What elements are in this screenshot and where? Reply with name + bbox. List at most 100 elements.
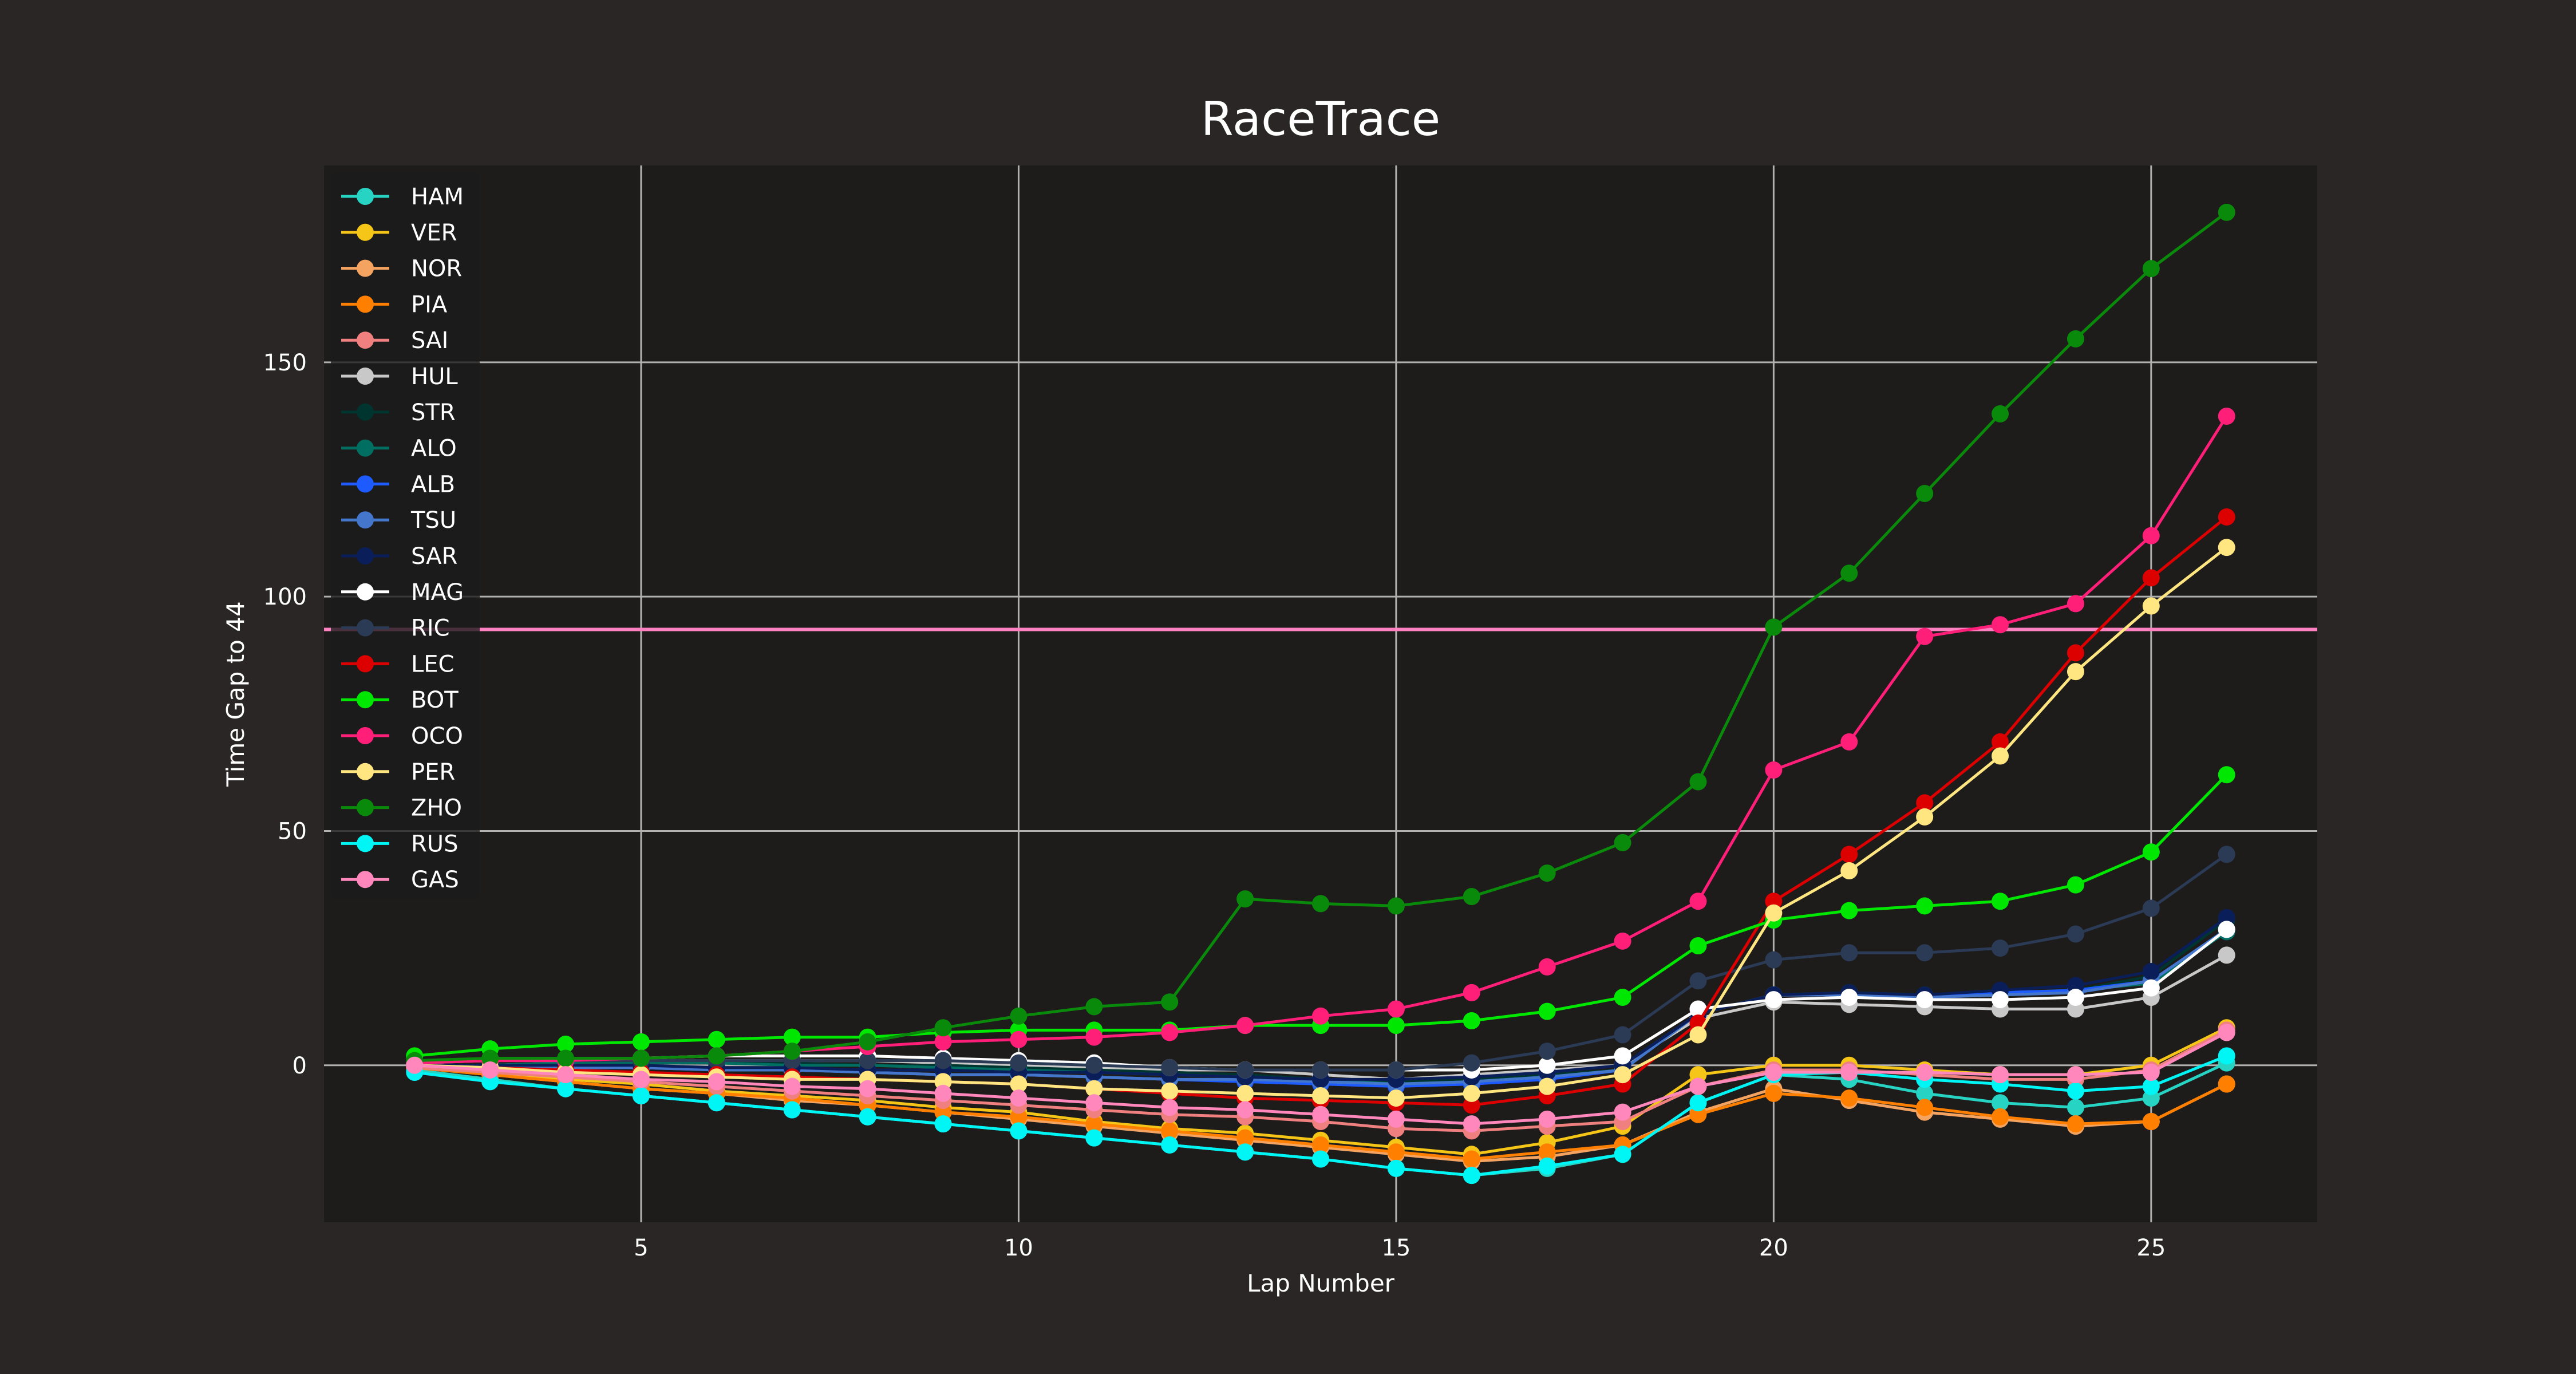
data-point-rus	[1236, 1143, 1254, 1161]
data-point-rus	[1161, 1136, 1179, 1154]
data-point-gas	[2218, 1024, 2235, 1041]
data-point-pia	[2067, 1115, 2084, 1133]
data-point-lec	[2142, 569, 2160, 587]
data-point-mag	[1840, 989, 1858, 1006]
data-point-gas	[783, 1077, 801, 1095]
data-point-per	[2067, 663, 2084, 681]
data-point-ric	[934, 1052, 952, 1069]
data-point-oco	[1010, 1030, 1028, 1048]
data-point-per	[1689, 1026, 1707, 1044]
data-point-zho	[1387, 897, 1405, 915]
data-point-oco	[1765, 761, 1783, 779]
legend-item-alo: ALO	[341, 436, 457, 462]
x-tick-label: 20	[1759, 1235, 1788, 1261]
data-point-ric	[1689, 972, 1707, 990]
data-point-rus	[2067, 1082, 2084, 1100]
legend-item-alb: ALB	[341, 471, 455, 498]
y-tick-label: 100	[263, 584, 307, 610]
data-point-rus	[708, 1094, 725, 1112]
legend-label: STR	[411, 400, 456, 426]
data-point-hul	[2218, 946, 2235, 964]
data-point-rus	[1538, 1157, 1556, 1175]
y-tick-label: 150	[263, 350, 307, 376]
data-point-gas	[557, 1066, 575, 1084]
data-point-gas	[859, 1080, 876, 1097]
data-point-mag	[1614, 1047, 1631, 1065]
data-point-per	[1085, 1080, 1103, 1097]
legend-marker	[357, 295, 374, 313]
legend-item-str: STR	[341, 400, 456, 426]
y-tick-label: 0	[293, 1053, 307, 1079]
data-point-oco	[1463, 984, 1480, 1001]
series-gas	[406, 1024, 2235, 1133]
legend-marker	[357, 799, 374, 816]
data-point-zho	[1992, 405, 2009, 423]
legend-label: PER	[411, 759, 455, 785]
data-point-zho	[859, 1033, 876, 1051]
data-point-ric	[859, 1052, 876, 1069]
data-point-rus	[1614, 1146, 1631, 1163]
data-point-gas	[1312, 1105, 1329, 1123]
data-point-per	[1840, 862, 1858, 880]
legend-item-lec: LEC	[341, 651, 455, 677]
legend-marker	[357, 763, 374, 780]
legend-marker	[357, 439, 374, 457]
data-point-rus	[632, 1087, 650, 1104]
data-point-zho	[2218, 203, 2235, 221]
x-tick-label: 25	[2136, 1235, 2166, 1261]
legend-marker	[357, 619, 374, 637]
data-point-ric	[2067, 925, 2084, 943]
data-point-ric	[1236, 1061, 1254, 1079]
data-point-pia	[1916, 1099, 1934, 1116]
legend-label: VER	[411, 220, 457, 246]
data-point-zho	[557, 1049, 575, 1067]
legend-label: SAI	[411, 327, 448, 354]
data-point-per	[1387, 1089, 1405, 1107]
legend-marker	[357, 547, 374, 564]
data-point-rus	[1387, 1159, 1405, 1177]
data-point-oco	[1538, 958, 1556, 976]
legend-item-ham: HAM	[341, 184, 464, 210]
legend-marker	[357, 691, 374, 709]
data-point-zho	[934, 1019, 952, 1037]
data-point-oco	[2142, 527, 2160, 544]
data-point-gas	[1916, 1064, 1934, 1081]
data-point-zho	[632, 1049, 650, 1067]
data-point-per	[1765, 904, 1783, 922]
data-point-zho	[1236, 890, 1254, 908]
data-point-zho	[1765, 618, 1783, 636]
data-point-bot	[2067, 876, 2084, 894]
legend-marker	[357, 655, 374, 673]
legend-item-nor: NOR	[341, 256, 462, 282]
legend-label: TSU	[410, 507, 456, 534]
data-point-ric	[1538, 1043, 1556, 1060]
data-point-gas	[632, 1071, 650, 1088]
legend-marker	[357, 511, 374, 529]
data-point-bot	[1463, 1012, 1480, 1029]
legend-item-per: PER	[341, 759, 455, 785]
data-point-lec	[1916, 794, 1934, 812]
data-point-ric	[1463, 1054, 1480, 1072]
data-point-bot	[557, 1035, 575, 1053]
data-point-gas	[1085, 1094, 1103, 1112]
data-point-ric	[2142, 899, 2160, 917]
data-point-oco	[2067, 595, 2084, 613]
data-point-gas	[708, 1073, 725, 1091]
data-point-oco	[934, 1033, 952, 1051]
data-point-pia	[1765, 1084, 1783, 1102]
data-point-rus	[934, 1115, 952, 1133]
data-point-mag	[2067, 989, 2084, 1006]
data-point-bot	[1614, 989, 1631, 1006]
legend-marker	[357, 188, 374, 205]
legend-item-gas: GAS	[341, 867, 459, 893]
data-point-per	[2142, 597, 2160, 615]
legend-item-zho: ZHO	[341, 795, 462, 822]
data-point-ham	[1992, 1094, 2009, 1112]
legend-item-hul: HUL	[341, 364, 458, 390]
data-point-mag	[1765, 991, 1783, 1009]
data-point-mag	[1916, 991, 1934, 1009]
data-point-gas	[2067, 1066, 2084, 1084]
data-point-ric	[1387, 1061, 1405, 1079]
legend-item-ric: RIC	[341, 615, 450, 642]
data-point-zho	[1840, 564, 1858, 582]
